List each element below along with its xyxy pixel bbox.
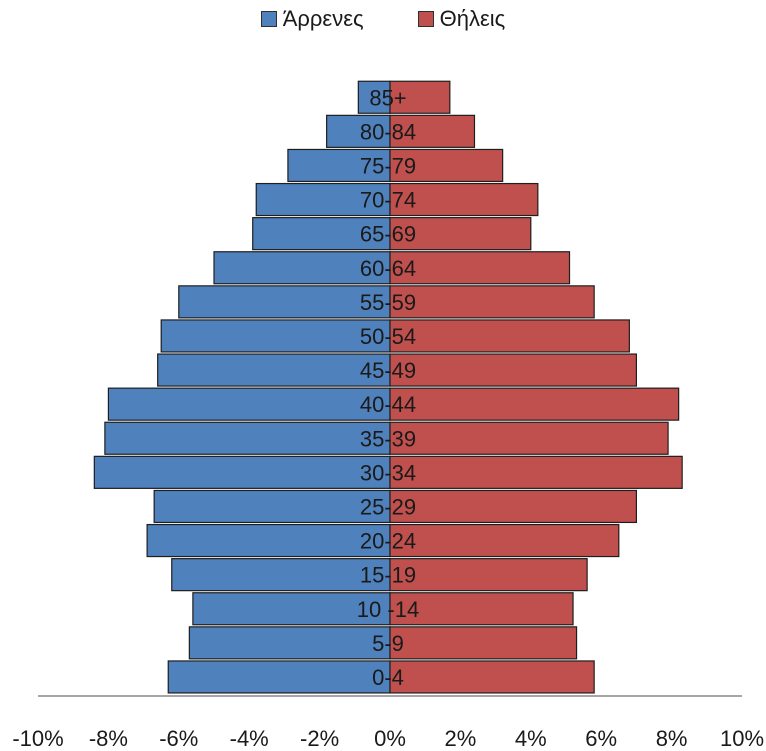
bar-female-30-34 <box>389 455 683 489</box>
bar-male-45-49 <box>157 353 391 387</box>
bar-male-30-34 <box>93 455 391 489</box>
bar-female-10-14 <box>389 592 574 626</box>
legend-label-female: Θήλεις <box>439 6 506 31</box>
legend-swatch-male <box>260 11 277 27</box>
legend-item-female: Θήλεις <box>417 6 506 32</box>
category-label: 40-44 <box>360 392 416 417</box>
category-label: 50-54 <box>360 324 416 349</box>
legend-item-male: Άρρενες <box>260 6 364 32</box>
category-label: 0-4 <box>372 665 404 690</box>
category-label: 20-24 <box>360 529 416 554</box>
bar-male-40-44 <box>107 387 391 421</box>
bar-female-35-39 <box>389 421 669 455</box>
category-label: 55-59 <box>360 290 416 315</box>
bar-male-50-54 <box>160 319 391 353</box>
category-label: 60-64 <box>360 256 416 281</box>
bar-female-5-9 <box>389 626 578 660</box>
bar-female-75-79 <box>389 148 504 183</box>
category-label: 65-69 <box>360 222 416 247</box>
bar-female-0-4 <box>389 660 595 694</box>
bar-female-25-29 <box>389 489 637 524</box>
x-tick-label: 6% <box>585 726 617 751</box>
bar-female-45-49 <box>389 353 637 387</box>
bar-female-80-84 <box>389 114 476 148</box>
bar-male-25-29 <box>153 489 391 524</box>
bar-male-55-59 <box>178 285 391 319</box>
bar-female-70-74 <box>389 182 539 217</box>
category-label: 15-19 <box>360 563 416 588</box>
bar-female-55-59 <box>389 285 595 319</box>
x-tick-label: -10% <box>12 726 63 751</box>
category-label: 25-29 <box>360 494 416 519</box>
legend-label-male: Άρρενες <box>282 6 364 31</box>
category-label: 75-79 <box>360 153 416 178</box>
bar-female-15-19 <box>389 558 588 592</box>
bar-male-10-14 <box>192 592 391 626</box>
bar-male-65-69 <box>252 217 391 251</box>
x-tick-label: 10% <box>720 726 764 751</box>
legend-swatch-female <box>417 11 434 27</box>
category-label: 5-9 <box>372 631 404 656</box>
category-label: 10 -14 <box>357 597 419 622</box>
bar-male-80-84 <box>326 114 391 148</box>
bar-male-15-19 <box>171 558 391 592</box>
x-tick-label: 4% <box>515 726 547 751</box>
category-label: 35-39 <box>360 426 416 451</box>
category-label: 85+ <box>369 85 406 110</box>
x-tick-label: 0% <box>374 726 406 751</box>
bar-female-40-44 <box>389 387 680 421</box>
x-tick-label: 2% <box>445 726 477 751</box>
bar-female-20-24 <box>389 523 620 558</box>
category-label: 80-84 <box>360 119 416 144</box>
bar-female-60-64 <box>389 251 571 285</box>
bar-male-60-64 <box>213 251 391 285</box>
bar-male-70-74 <box>255 182 391 217</box>
x-tick-label: 8% <box>656 726 688 751</box>
category-label: 70-74 <box>360 188 416 213</box>
category-label: 30-34 <box>360 460 416 485</box>
bar-male-0-4 <box>167 660 391 694</box>
category-label: 45-49 <box>360 358 416 383</box>
bar-male-5-9 <box>188 626 391 660</box>
bar-female-50-54 <box>389 319 630 353</box>
bar-female-85plus <box>389 80 451 114</box>
x-tick-label: -2% <box>300 726 339 751</box>
x-tick-label: -4% <box>230 726 269 751</box>
chart-legend: Άρρενες Θήλεις <box>0 6 766 32</box>
x-tick-label: -6% <box>159 726 198 751</box>
bar-female-65-69 <box>389 217 532 251</box>
x-tick-label: -8% <box>89 726 128 751</box>
bar-male-20-24 <box>146 523 391 558</box>
bar-male-35-39 <box>104 421 391 455</box>
